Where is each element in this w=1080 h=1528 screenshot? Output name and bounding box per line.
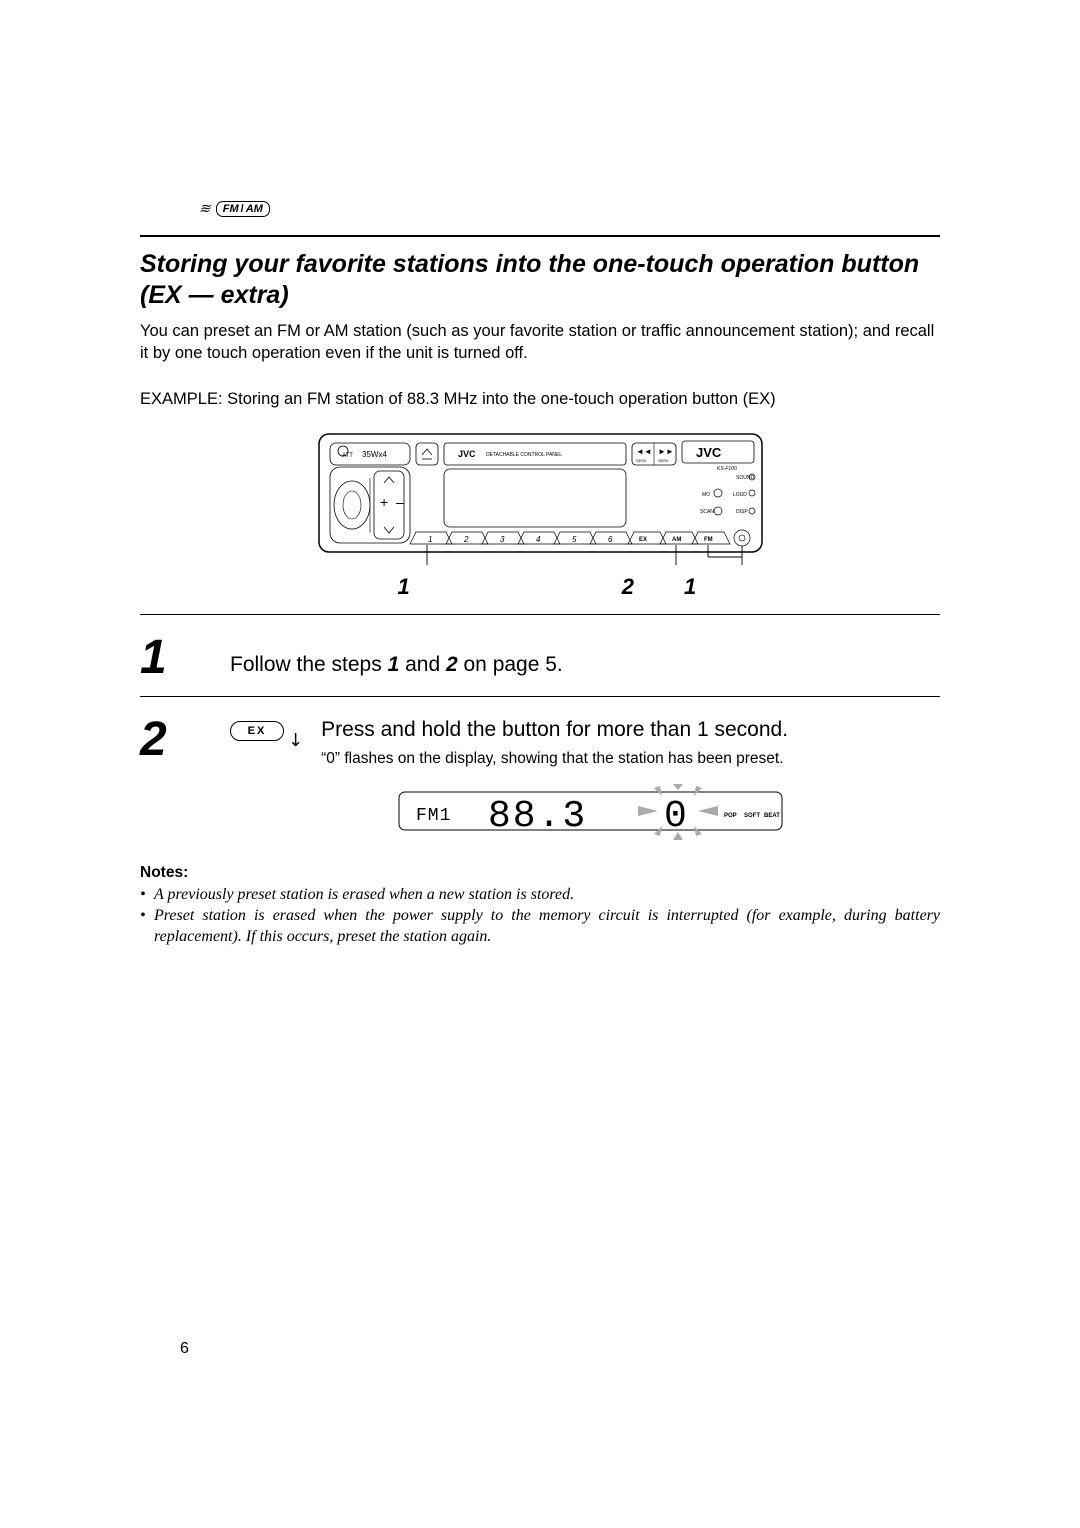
note-item: A previously preset station is erased wh… xyxy=(140,884,940,905)
mo-label: MO xyxy=(702,492,710,498)
svg-text:EX: EX xyxy=(639,537,647,543)
svg-text:4: 4 xyxy=(536,535,541,544)
step1-pre: Follow the steps xyxy=(230,653,388,676)
badge-fm-label: FM xyxy=(223,203,239,215)
press-arrow-icon: ↘ xyxy=(283,727,309,753)
ex-button-illustration: EX xyxy=(230,721,284,741)
svg-text:6: 6 xyxy=(608,535,613,544)
callout-2: 2 xyxy=(622,574,634,600)
svg-text:5: 5 xyxy=(572,535,577,544)
seek-left-icon: ◄◄ xyxy=(636,447,652,456)
seek-right-sub: SEEK xyxy=(658,458,669,463)
step1-bold1: 1 xyxy=(388,653,400,676)
step1-post: on page 5. xyxy=(458,653,563,676)
divider xyxy=(140,235,940,237)
svg-text:3: 3 xyxy=(500,535,505,544)
svg-text:FM: FM xyxy=(704,537,713,543)
seek-left-sub: SEEK xyxy=(636,458,647,463)
header-badges: ≋ FM / AM xyxy=(200,200,270,217)
callout-numbers: 1 2 1 xyxy=(318,574,763,600)
step2-instruction: Press and hold the button for more than … xyxy=(321,717,788,743)
antenna-icon: ≋ xyxy=(197,200,215,217)
notes-list: A previously preset station is erased wh… xyxy=(140,884,940,947)
lcd-eq-pop: POP xyxy=(724,813,737,819)
callout-3: 1 xyxy=(684,574,696,600)
intro-paragraph: You can preset an FM or AM station (such… xyxy=(140,320,940,365)
divider xyxy=(140,614,940,615)
scan-label: SCAN xyxy=(700,509,714,515)
step-1-body: Follow the steps 1 and 2 on page 5. xyxy=(230,629,563,677)
detachable-label: DETACHABLE CONTROL PANEL xyxy=(486,452,562,458)
lcd-eq-beat: BEAT xyxy=(764,813,780,819)
divider xyxy=(140,696,940,697)
svg-text:–: – xyxy=(396,494,404,510)
notes-section: Notes: A previously preset station is er… xyxy=(140,864,940,947)
lcd-preset: 0 xyxy=(664,795,687,838)
note-item: Preset station is erased when the power … xyxy=(140,905,940,947)
brand-panel-label: JVC xyxy=(458,449,476,459)
svg-text:2: 2 xyxy=(463,535,469,544)
loud-label: LOUD xyxy=(733,492,747,498)
model-label: KS-F100 xyxy=(717,466,737,472)
badge-am-label: AM xyxy=(246,203,263,215)
brand-logo-label: JVC xyxy=(696,445,722,460)
lcd-frequency: 88.3 xyxy=(488,795,587,838)
step1-mid: and xyxy=(399,653,446,676)
example-line: EXAMPLE: Storing an FM station of 88.3 M… xyxy=(140,390,940,409)
svg-text:+: + xyxy=(380,494,388,510)
power-label: 35Wx4 xyxy=(362,450,387,459)
section-title: Storing your favorite stations into the … xyxy=(140,249,940,312)
lcd-display-illustration: FM1 88.3 0 xyxy=(398,784,788,842)
example-prefix: EXAMPLE: xyxy=(140,390,223,408)
callout-1: 1 xyxy=(398,574,410,600)
fm-am-badge: FM / AM xyxy=(216,201,270,217)
car-stereo-illustration: ATT 35Wx4 + – JVC DETACHABLE CONTROL PAN… xyxy=(318,433,763,568)
lcd-band: FM1 xyxy=(416,806,451,826)
seek-right-icon: ►► xyxy=(658,447,674,456)
lcd-eq-soft: SOFT xyxy=(744,813,760,819)
step2-detail: “0” flashes on the display, showing that… xyxy=(321,749,788,770)
notes-heading: Notes: xyxy=(140,864,940,882)
step1-bold2: 2 xyxy=(446,653,458,676)
disp-label: DISP xyxy=(736,509,748,515)
example-text: Storing an FM station of 88.3 MHz into t… xyxy=(227,390,775,408)
svg-text:1: 1 xyxy=(428,535,432,544)
badge-separator: / xyxy=(241,203,244,215)
step-number-2: 2 xyxy=(140,711,230,764)
svg-text:AM: AM xyxy=(672,537,681,543)
step-2: 2 EX ↘ Press and hold the button for mor… xyxy=(140,711,940,842)
page-number: 6 xyxy=(180,1340,189,1358)
step-1: 1 Follow the steps 1 and 2 on page 5. xyxy=(140,629,940,682)
step-number-1: 1 xyxy=(140,629,230,682)
